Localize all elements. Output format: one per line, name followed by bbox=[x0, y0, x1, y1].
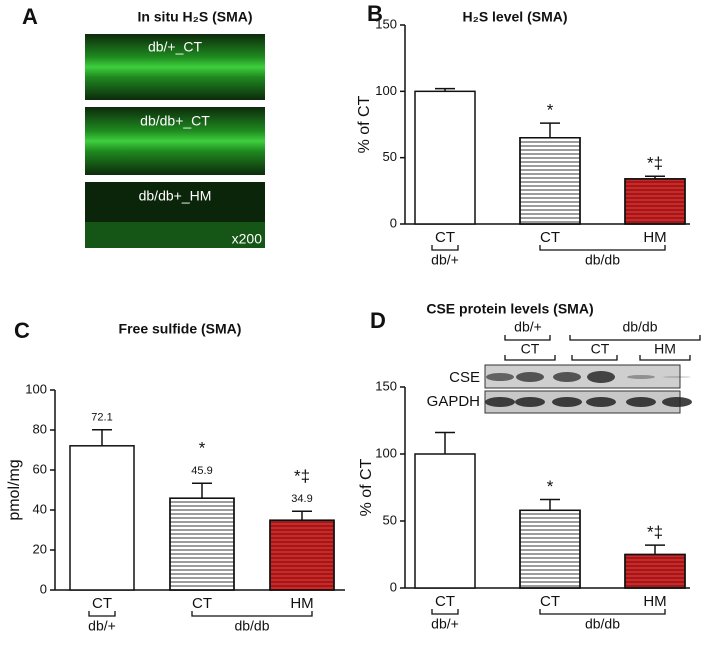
x-tick-label: CT bbox=[192, 595, 212, 612]
y-tick-label: 60 bbox=[33, 461, 47, 476]
y-tick-label: 0 bbox=[390, 215, 397, 230]
group-label: db/+ bbox=[431, 616, 459, 632]
blot-band bbox=[553, 372, 581, 382]
blot-band bbox=[516, 372, 544, 382]
x-tick-label: CT bbox=[540, 593, 560, 610]
panel-letter: B bbox=[367, 1, 383, 26]
panel-letter: C bbox=[14, 318, 30, 343]
blot-band bbox=[627, 375, 655, 379]
y-tick-label: 80 bbox=[33, 421, 47, 436]
blot-strip bbox=[484, 364, 681, 389]
blot-band bbox=[587, 371, 615, 383]
blot-band bbox=[486, 373, 514, 381]
blot-row: CSE bbox=[449, 369, 480, 386]
blot-band bbox=[626, 397, 656, 407]
blot-lane: CT bbox=[521, 341, 540, 357]
bar-hatch bbox=[169, 497, 235, 591]
blot-group: db/+ bbox=[514, 319, 542, 335]
y-tick-label: 0 bbox=[390, 579, 397, 594]
annotation: * bbox=[547, 101, 554, 120]
y-axis-label: % of CT bbox=[356, 95, 373, 153]
x-tick-label: HM bbox=[290, 595, 313, 612]
bar-hatch bbox=[624, 553, 686, 589]
x-tick-label: CT bbox=[540, 229, 560, 246]
magnification: x200 bbox=[232, 231, 263, 247]
group-label: db/+ bbox=[431, 252, 459, 268]
y-tick-label: 100 bbox=[25, 381, 47, 396]
group-bracket bbox=[191, 611, 313, 617]
image-label: db/db+_HM bbox=[139, 188, 212, 204]
chart-title: H₂S level (SMA) bbox=[462, 9, 567, 25]
bar bbox=[414, 453, 476, 589]
group-bracket bbox=[539, 609, 666, 615]
blot-row: GAPDH bbox=[427, 393, 480, 410]
group-bracket bbox=[431, 245, 459, 251]
group-bracket bbox=[539, 245, 666, 251]
y-tick-label: 50 bbox=[383, 512, 397, 527]
annotation: * bbox=[547, 477, 554, 496]
annotation: * bbox=[199, 439, 206, 458]
blot-band bbox=[515, 397, 545, 407]
value-label: 72.1 bbox=[91, 412, 112, 424]
blot-band bbox=[662, 397, 692, 407]
value-label: 34.9 bbox=[291, 493, 312, 505]
y-tick-label: 50 bbox=[383, 149, 397, 164]
lane-bracket bbox=[639, 355, 691, 361]
bar-hatch bbox=[519, 509, 581, 589]
panel-title: In situ H₂S (SMA) bbox=[137, 9, 252, 25]
x-tick-label: HM bbox=[643, 593, 666, 610]
blot-band bbox=[663, 376, 691, 378]
blot-lane: CT bbox=[591, 341, 610, 357]
blot-band bbox=[485, 397, 515, 407]
annotation: *‡ bbox=[647, 523, 663, 542]
value-label: 45.9 bbox=[191, 465, 212, 477]
bar-hatch bbox=[624, 178, 686, 225]
panel-letter: D bbox=[370, 308, 386, 333]
blot-bracket bbox=[504, 335, 551, 341]
y-tick-label: 150 bbox=[375, 378, 397, 393]
y-axis-label: % of CT bbox=[358, 458, 375, 516]
micrograph-glow bbox=[85, 222, 265, 248]
micrograph bbox=[85, 107, 265, 175]
bar bbox=[414, 90, 476, 225]
group-bracket bbox=[88, 611, 116, 617]
annotation: *‡ bbox=[647, 154, 663, 173]
bar-hatch bbox=[519, 137, 581, 225]
blot-lane: HM bbox=[654, 341, 676, 357]
y-tick-label: 40 bbox=[33, 501, 47, 516]
group-label: db/db bbox=[585, 252, 620, 268]
y-tick-label: 0 bbox=[40, 581, 47, 596]
chart-title: CSE protein levels (SMA) bbox=[426, 301, 593, 317]
x-tick-label: HM bbox=[643, 229, 666, 246]
micrograph bbox=[85, 34, 265, 100]
blot-group: db/db bbox=[622, 319, 657, 335]
bar bbox=[69, 445, 135, 591]
y-tick-label: 100 bbox=[375, 83, 397, 98]
image-label: db/db+_CT bbox=[140, 113, 210, 129]
lane-bracket bbox=[571, 355, 618, 361]
y-tick-label: 150 bbox=[375, 16, 397, 31]
x-tick-label: CT bbox=[435, 229, 455, 246]
blot-bracket bbox=[569, 335, 701, 341]
annotation: *‡ bbox=[294, 467, 310, 486]
group-bracket bbox=[431, 609, 459, 615]
lane-bracket bbox=[504, 355, 556, 361]
group-label: db/db bbox=[234, 618, 269, 634]
group-label: db/+ bbox=[88, 618, 116, 634]
blot-band bbox=[552, 397, 582, 407]
y-axis-label: pmol/mg bbox=[6, 459, 23, 520]
y-tick-label: 20 bbox=[33, 541, 47, 556]
x-tick-label: CT bbox=[92, 595, 112, 612]
bar-hatch bbox=[269, 519, 335, 591]
x-tick-label: CT bbox=[435, 593, 455, 610]
panel-letter: A bbox=[22, 4, 38, 29]
image-label: db/+_CT bbox=[148, 39, 203, 55]
group-label: db/db bbox=[585, 616, 620, 632]
blot-band bbox=[586, 397, 616, 407]
y-tick-label: 100 bbox=[375, 445, 397, 460]
chart-title: Free sulfide (SMA) bbox=[119, 321, 242, 337]
